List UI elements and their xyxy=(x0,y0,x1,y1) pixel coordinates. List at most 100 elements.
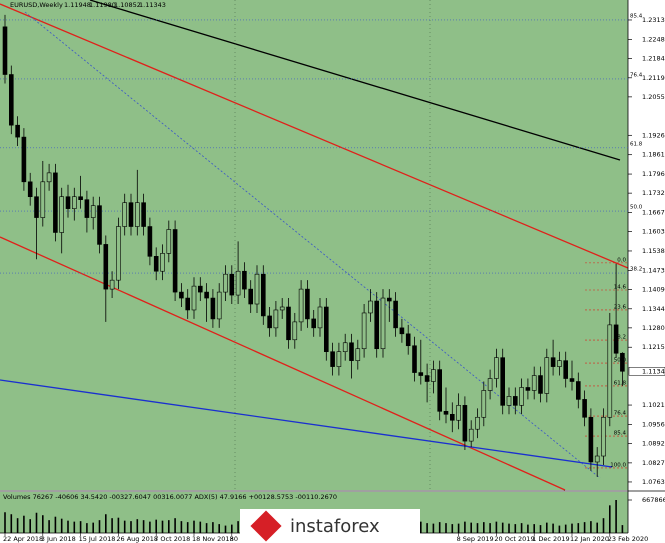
candle-body xyxy=(323,306,329,353)
fib-label: 0.0 xyxy=(617,257,626,263)
candle-body xyxy=(198,285,203,293)
fib-label: 14.6 xyxy=(614,285,627,291)
fib-label: 100.0 xyxy=(610,462,626,468)
candle-body xyxy=(185,297,190,311)
candle-body xyxy=(135,202,140,227)
candle-body xyxy=(569,378,575,382)
x-tick-label: 22 Apr 2018 xyxy=(3,535,43,543)
candle-body xyxy=(475,416,480,430)
candle-body xyxy=(355,348,361,361)
candle-body xyxy=(103,244,109,290)
x-tick-label: 7 Oct 2018 xyxy=(154,535,190,543)
candle-body xyxy=(412,345,417,373)
candle-body xyxy=(311,318,317,329)
candle-body xyxy=(59,196,65,233)
x-tick-label: 18 Nov 2018 xyxy=(192,535,234,543)
x-tick-label: 1 Dec 2019 xyxy=(532,535,569,543)
fib-label: 85.4 xyxy=(614,431,627,437)
candle-body xyxy=(399,327,405,335)
candle-body xyxy=(65,196,71,209)
candle-body xyxy=(620,352,625,372)
candle-body xyxy=(34,196,39,218)
y-tick-label: 1.12800 xyxy=(642,324,665,332)
candle-body xyxy=(292,321,298,341)
candle-body xyxy=(462,405,468,442)
fib-label: 76.4 xyxy=(630,72,643,78)
candle-body xyxy=(27,181,33,198)
candle-body xyxy=(368,300,373,314)
candle-body xyxy=(286,306,291,341)
y-tick-label: 1.17320 xyxy=(642,189,665,197)
channel-line xyxy=(0,236,566,491)
candle-body xyxy=(487,378,493,391)
y-tick-label: 1.12150 xyxy=(642,343,665,351)
y-tick-label: 1.23130 xyxy=(642,16,665,24)
candle-body xyxy=(235,270,241,296)
candle-body xyxy=(273,309,279,329)
candle-body xyxy=(223,273,228,293)
candle-body xyxy=(418,372,424,376)
y-tick-label: 1.09560 xyxy=(642,420,665,428)
y-tick-label: 1.14090 xyxy=(642,285,665,293)
header-price: 1.11948 xyxy=(64,1,91,9)
fib-label: 38.2 xyxy=(614,335,626,341)
candle-body xyxy=(468,428,474,442)
candle-body xyxy=(267,315,272,329)
candle-body xyxy=(380,297,386,350)
y-tick-label: 1.13440 xyxy=(642,305,665,313)
candle-body xyxy=(456,405,461,421)
candle-body xyxy=(109,279,115,290)
fib-label: 76.4 xyxy=(614,411,627,417)
x-tick-label: 23 Feb 2020 xyxy=(608,535,648,543)
candle-body xyxy=(2,26,8,75)
fib-label: 61.8 xyxy=(630,141,643,147)
candle-body xyxy=(229,273,235,296)
y-tick-label: 1.17960 xyxy=(642,170,665,178)
candle-body xyxy=(494,357,499,379)
candle-body xyxy=(53,172,58,233)
y-tick-label: 1.22480 xyxy=(642,35,665,43)
candle-body xyxy=(260,273,266,317)
candle-body xyxy=(15,124,20,138)
candle-body xyxy=(242,270,247,290)
candle-body xyxy=(405,333,411,347)
y-tick-label: 1.18610 xyxy=(642,151,665,159)
candle-body xyxy=(361,312,367,350)
candle-body xyxy=(582,399,587,418)
last-price-box xyxy=(628,367,665,376)
fib-label: 23.6 xyxy=(614,304,627,310)
candle-body xyxy=(613,324,619,354)
candle-body xyxy=(141,202,146,227)
candle-body xyxy=(601,416,606,457)
candle-body xyxy=(506,396,512,406)
candle-body xyxy=(557,360,562,367)
candle-body xyxy=(330,351,335,367)
y-tick-label: 1.16670 xyxy=(642,209,665,217)
v-tick-label: 667866 xyxy=(642,496,665,504)
candle-body xyxy=(531,375,537,391)
y-tick-label: 1.19260 xyxy=(642,131,665,139)
candle-body xyxy=(336,351,342,367)
candle-body xyxy=(481,390,487,418)
candle-body xyxy=(349,342,354,361)
x-tick-label: 8 Sep 2019 xyxy=(457,535,494,543)
candle-body xyxy=(437,369,443,412)
header-price: 1.10852 xyxy=(114,1,141,9)
candle-body xyxy=(78,196,83,200)
candle-body xyxy=(386,297,392,302)
candle-body xyxy=(179,291,184,299)
candle-body xyxy=(500,357,506,406)
x-tick-label: 3 Jun 2018 xyxy=(41,535,76,543)
indicator-header: Volumes 76267 -40606 34.5420 -00327.6047… xyxy=(3,493,337,501)
candle-body xyxy=(279,306,285,311)
candle-body xyxy=(116,226,121,281)
candle-body xyxy=(512,396,518,406)
y-tick-label: 1.15380 xyxy=(642,247,665,255)
candle-body xyxy=(525,387,531,391)
y-tick-label: 1.16030 xyxy=(642,228,665,236)
candle-body xyxy=(46,172,52,183)
candle-body xyxy=(424,375,430,382)
trend-line xyxy=(0,379,613,468)
candle-body xyxy=(588,416,594,463)
